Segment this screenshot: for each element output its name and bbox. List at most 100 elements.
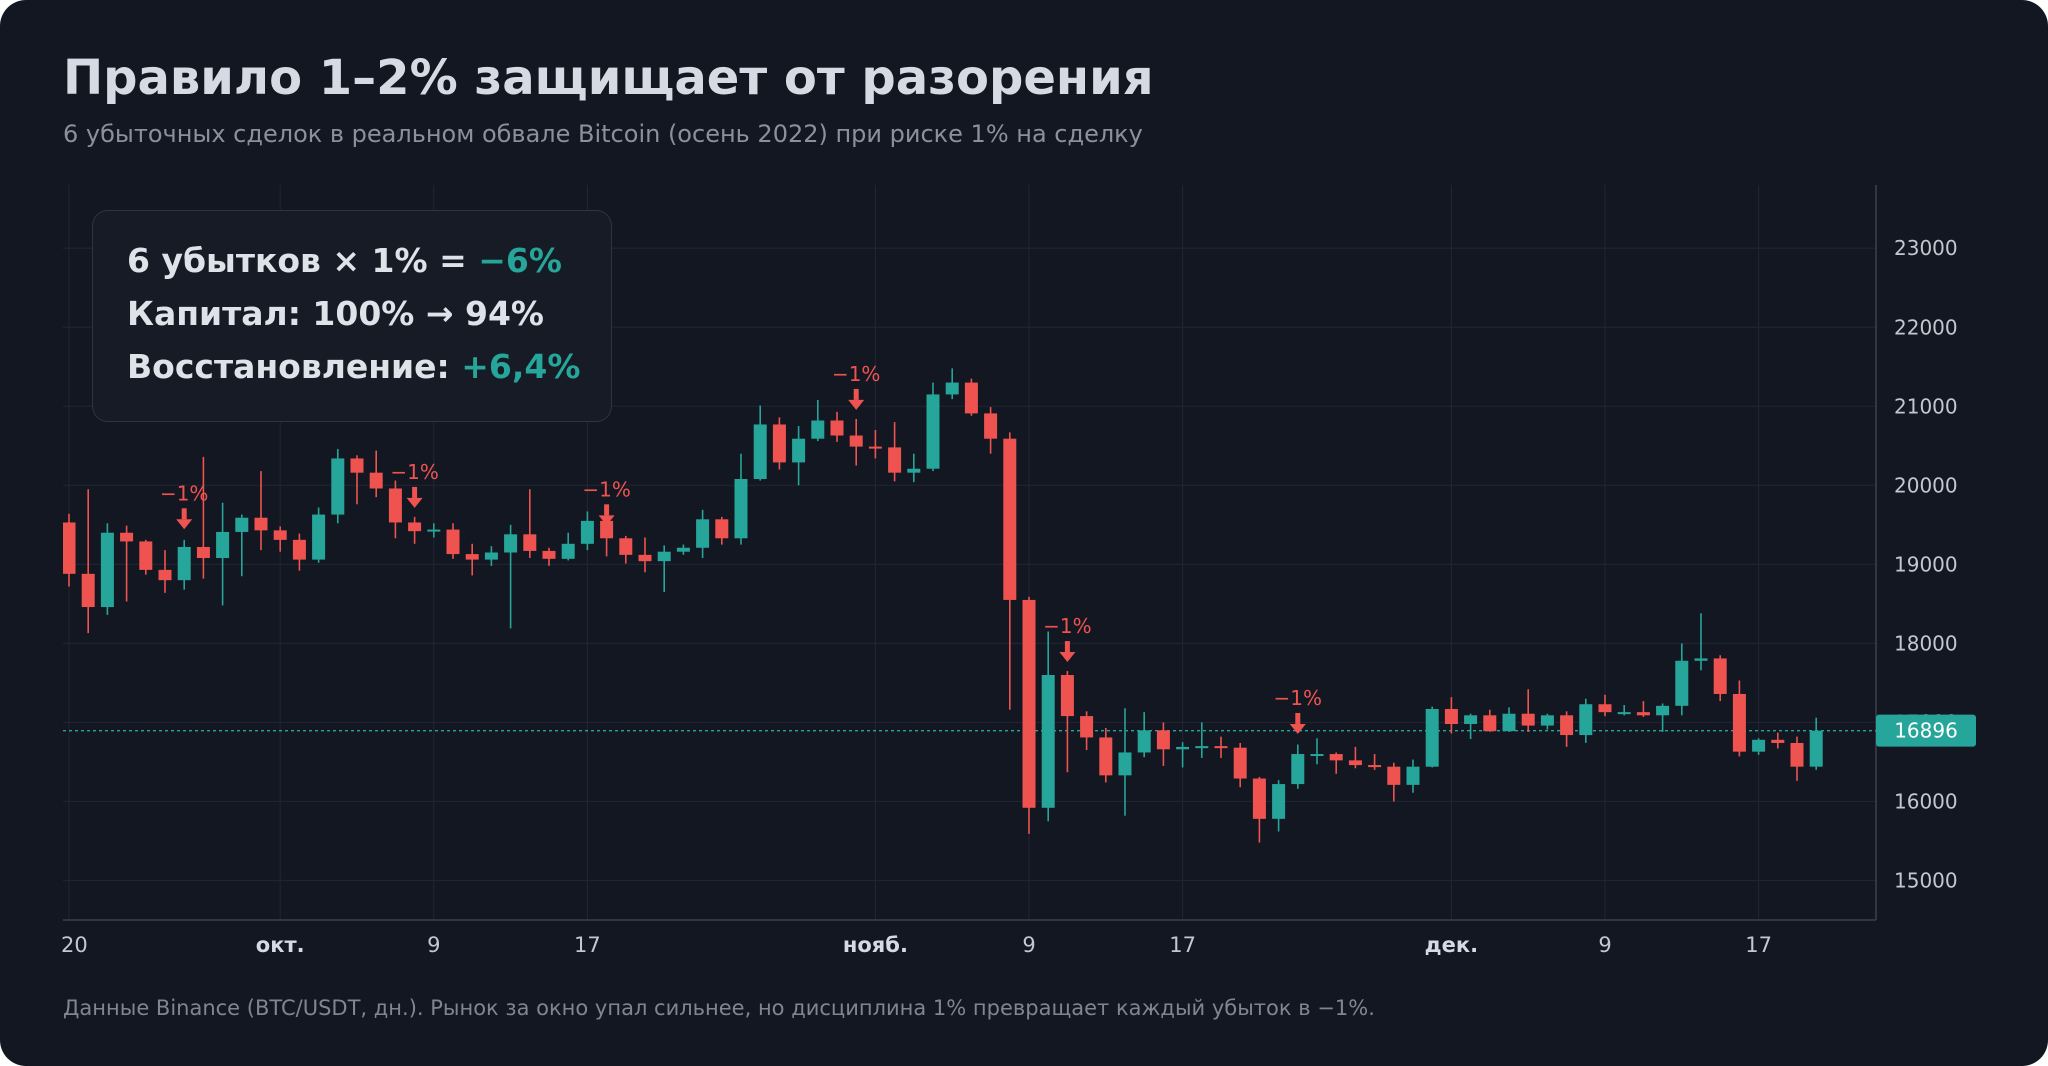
candle xyxy=(1348,746,1362,769)
candle-body xyxy=(561,543,575,559)
candle-body xyxy=(408,522,422,532)
candle xyxy=(580,511,594,551)
candle xyxy=(273,526,287,552)
candle-body xyxy=(63,522,76,574)
candle-body xyxy=(638,554,652,562)
candle xyxy=(1387,762,1401,802)
page-subtitle: 6 убыточных сделок в реальном обвале Bit… xyxy=(63,120,1143,148)
loss-markers: −1% −1% −1% −1% −1% −1% xyxy=(160,362,1322,734)
loss-marker: −1% xyxy=(832,362,881,410)
candle xyxy=(504,524,518,629)
candle xyxy=(465,543,479,576)
loss-marker: −1% xyxy=(582,477,631,526)
loss-marker-label: −1% xyxy=(390,460,439,484)
candle-body xyxy=(1329,754,1343,761)
candle xyxy=(139,539,153,575)
loss-marker-arrow-head xyxy=(406,497,423,508)
candle-body xyxy=(388,488,402,523)
candle xyxy=(1636,701,1650,717)
candle xyxy=(1022,596,1036,834)
candle-body xyxy=(139,541,153,570)
x-tick-label: 17 xyxy=(1169,933,1196,957)
candle-body xyxy=(542,550,556,559)
candle-body xyxy=(1156,730,1170,750)
x-tick-label: дек. xyxy=(1425,933,1478,957)
y-tick-label: 22000 xyxy=(1894,315,1958,339)
candle-body xyxy=(1214,746,1228,749)
loss-marker: −1% xyxy=(390,460,439,508)
candle xyxy=(1310,738,1324,765)
candle-body xyxy=(1732,693,1746,752)
candle-body xyxy=(676,547,690,552)
candle-body xyxy=(1579,704,1593,736)
candle-body xyxy=(100,532,114,608)
candle xyxy=(1464,713,1478,740)
loss-marker-arrow-stem xyxy=(1295,712,1301,724)
y-tick-label: 23000 xyxy=(1894,236,1958,260)
candle-body xyxy=(753,424,767,479)
candle xyxy=(254,471,268,551)
candle-body xyxy=(1483,715,1497,732)
candle-body xyxy=(849,435,863,447)
candle-body xyxy=(945,382,959,395)
candle xyxy=(1041,631,1055,822)
candle-body xyxy=(1060,675,1074,717)
loss-marker-arrow-stem xyxy=(1064,641,1070,653)
candle xyxy=(1675,643,1689,716)
candle-body xyxy=(484,552,498,560)
candle-body xyxy=(1272,784,1286,819)
candle-body xyxy=(1080,716,1094,738)
x-tick-label: окт. xyxy=(256,933,305,957)
candle-body xyxy=(1771,739,1785,743)
candle xyxy=(1732,680,1746,757)
loss-marker-label: −1% xyxy=(160,481,209,505)
loss-marker-arrow-head xyxy=(176,519,193,530)
candle xyxy=(1272,780,1286,832)
candle-body xyxy=(696,519,710,548)
candle xyxy=(619,535,633,564)
candle xyxy=(1713,655,1727,702)
candle-body xyxy=(1521,713,1535,726)
candle xyxy=(888,422,902,482)
candle-body xyxy=(792,438,806,463)
candle-body xyxy=(1540,715,1554,726)
candle xyxy=(792,426,806,486)
candle xyxy=(984,407,998,454)
candle-body xyxy=(523,534,537,551)
candle xyxy=(369,450,383,498)
candle-body xyxy=(964,382,978,414)
candle xyxy=(753,405,767,481)
loss-marker-arrow-head xyxy=(598,515,615,526)
candle xyxy=(907,453,921,483)
candle xyxy=(849,418,863,466)
candle-body xyxy=(312,514,326,560)
loss-marker: −1% xyxy=(1274,686,1322,734)
candle-body xyxy=(1003,438,1017,600)
candle xyxy=(1291,744,1305,789)
candles xyxy=(63,368,1823,843)
summary-loss-prefix: 6 убытков × 1% = xyxy=(127,241,479,280)
candle xyxy=(120,525,134,602)
candle-body xyxy=(446,529,460,555)
candle xyxy=(1406,759,1420,793)
candle-body xyxy=(1425,708,1439,767)
candle-body xyxy=(177,546,191,581)
candle xyxy=(1790,736,1804,781)
candle-body xyxy=(1406,766,1420,785)
candle-body xyxy=(369,472,383,489)
candle xyxy=(1579,698,1593,743)
candle-body xyxy=(1099,737,1113,776)
candle xyxy=(657,545,671,593)
candle-body xyxy=(1656,705,1670,716)
candle xyxy=(235,514,249,577)
candle xyxy=(830,411,844,442)
loss-marker: −1% xyxy=(1043,614,1092,663)
candle xyxy=(926,382,940,472)
candle-body xyxy=(1617,712,1631,715)
loss-marker-label: −1% xyxy=(832,362,881,386)
candle xyxy=(1368,754,1382,770)
loss-marker-label: −1% xyxy=(582,477,631,501)
candle xyxy=(292,533,306,571)
candle-body xyxy=(1118,752,1132,776)
